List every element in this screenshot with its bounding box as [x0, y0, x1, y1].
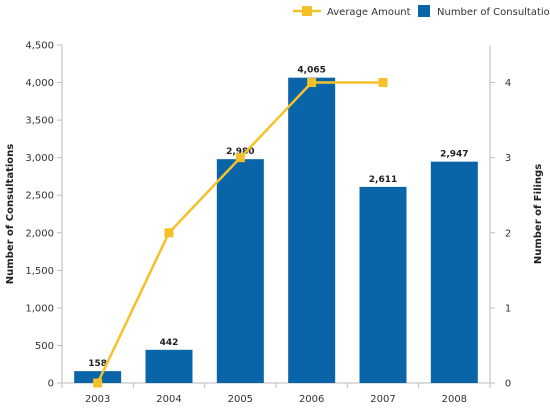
right-tick-label: 4: [505, 78, 511, 89]
legend-bar-swatch: [418, 5, 430, 17]
line-series: [93, 78, 388, 388]
left-tick-label: 1,000: [25, 303, 54, 314]
line-point: [378, 78, 388, 88]
legend-item-number-of-consultations: Number of Consultations: [418, 5, 550, 18]
bar-data-label: 4,065: [297, 66, 325, 76]
right-tick-label: 0: [505, 379, 511, 390]
left-tick-label: 500: [35, 341, 54, 352]
legend: Average Amount Number of Consultations: [293, 5, 550, 18]
line-point: [307, 78, 317, 88]
right-tick-label: 3: [505, 153, 511, 164]
bar-series: [74, 77, 478, 383]
left-tick-label: 2,500: [25, 191, 54, 202]
left-tick-label: 4,500: [25, 41, 54, 52]
left-tick-label: 3,000: [25, 153, 54, 164]
bar: [145, 349, 193, 383]
legend-item-average-amount: Average Amount: [293, 6, 411, 18]
legend-label: Number of Consultations: [437, 7, 550, 18]
x-tick-label: 2005: [228, 394, 253, 405]
bar: [74, 371, 122, 383]
bar: [430, 161, 478, 383]
bar: [288, 77, 336, 383]
right-tick-label: 2: [505, 228, 511, 239]
left-tick-label: 1,500: [25, 266, 54, 277]
line-point: [164, 228, 174, 238]
bar: [359, 186, 407, 383]
bar: [216, 159, 264, 383]
left-tick-label: 3,500: [25, 116, 54, 127]
legend-label: Average Amount: [327, 7, 411, 18]
left-axis-title: Number of Consultations: [5, 144, 16, 285]
bar-data-label: 2,947: [440, 150, 468, 160]
x-tick-label: 2006: [299, 394, 324, 405]
bar-data-label: 442: [160, 338, 179, 348]
line-point: [93, 378, 103, 388]
x-tick-label: 2008: [442, 394, 467, 405]
x-tick-label: 2007: [370, 394, 395, 405]
bar-data-label: 2,980: [226, 147, 254, 157]
right-tick-label: 1: [505, 303, 511, 314]
bar-data-label: 158: [88, 359, 107, 369]
bar-data-label: 2,611: [369, 175, 397, 185]
legend-marker-swatch: [302, 6, 312, 16]
x-tick-label: 2003: [85, 394, 110, 405]
right-axis-title: Number of Filings: [533, 164, 544, 264]
bar-data-labels: 158 442 2,980 4,065 2,611 2,947: [88, 66, 468, 369]
line-point: [235, 153, 245, 163]
left-tick-label: 0: [48, 379, 54, 390]
x-tick-label: 2004: [156, 394, 181, 405]
left-tick-label: 4,000: [25, 78, 54, 89]
left-axis-ticks: 0 500 1,000 1,500 2,000 2,500 3,000 3,500 4,000 4…: [25, 41, 62, 390]
right-axis-ticks: 0 1 2 3 4: [490, 78, 511, 390]
axes: [61, 45, 491, 384]
left-tick-label: 2,000: [25, 228, 54, 239]
x-axis-ticks: 2003 2004 2005 2006 2007 2008: [61, 383, 491, 405]
